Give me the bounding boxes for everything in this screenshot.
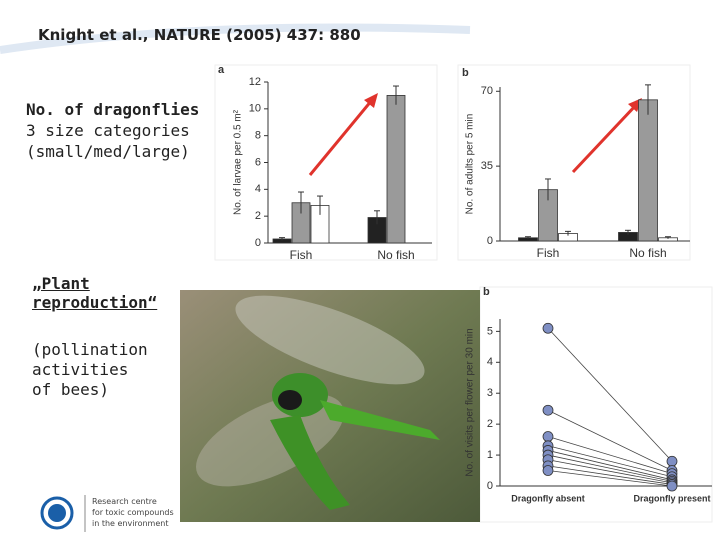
y-axis-label: No. of adults per 5 min: [465, 114, 476, 215]
photo: [180, 290, 480, 522]
bar: [386, 95, 406, 244]
y-axis-label: No. of larvae per 0.5 m²: [233, 109, 244, 215]
y-tick-label: 12: [249, 76, 261, 88]
slide-title: Knight et al., NATURE (2005) 437: 880: [38, 26, 361, 44]
slope-line: [547, 436, 673, 475]
y-tick-label: 2: [255, 210, 261, 222]
y-tick-label: 6: [255, 156, 261, 168]
y-tick-label: 0: [255, 237, 261, 249]
point: [666, 480, 678, 492]
y-tick-label: 0: [487, 480, 493, 492]
logo-line: Research centre: [92, 497, 157, 506]
slope-line: [547, 459, 673, 484]
panel-label: a: [218, 64, 225, 76]
y-tick-label: 5: [487, 325, 493, 337]
y-tick-label: 8: [255, 130, 261, 142]
slope-line: [547, 445, 673, 478]
slope-line: [547, 454, 673, 482]
heading: No. of dragonflies: [26, 100, 200, 119]
logo-line: in the environment: [92, 519, 169, 528]
bar: [638, 99, 658, 242]
x-tick-label: Dragonfly absent: [511, 493, 585, 503]
decor-swoosh: [0, 23, 471, 54]
y-tick-label: 4: [487, 356, 493, 368]
slope-line: [547, 450, 673, 481]
text-line: of bees): [32, 380, 110, 399]
point: [542, 322, 554, 334]
logo-text: Research centre for toxic compounds in t…: [92, 496, 174, 529]
point: [542, 465, 554, 476]
arrow-head: [364, 93, 378, 108]
x-tick-label: Fish: [537, 246, 560, 260]
x-tick-label: No fish: [377, 248, 414, 262]
y-tick-label: 70: [481, 85, 493, 97]
text-line: activities: [32, 360, 129, 379]
point: [542, 431, 554, 442]
point: [666, 455, 678, 467]
slope-line: [547, 470, 673, 487]
text-line: 3 size categories: [26, 121, 190, 140]
x-tick-label: Fish: [290, 248, 313, 262]
y-tick-label: 1: [487, 449, 493, 461]
y-tick-label: 3: [487, 387, 493, 399]
x-tick-label: Dragonfly present: [633, 493, 710, 503]
y-tick-label: 10: [249, 103, 261, 115]
slope-line: [547, 409, 673, 471]
arrow: [308, 99, 374, 176]
slope-line: [547, 465, 673, 485]
y-tick-label: 2: [487, 418, 493, 430]
arrow: [571, 103, 638, 174]
panel-label: b: [462, 67, 469, 79]
heading: „Plant reproduction“: [32, 274, 158, 312]
text-line: (pollination: [32, 340, 148, 359]
point: [542, 404, 554, 416]
text-line: (small/med/large): [26, 142, 190, 161]
x-tick-label: No fish: [629, 246, 666, 260]
panel-label: b: [483, 286, 490, 298]
y-axis-label: No. of visits per flower per 30 min: [465, 328, 476, 476]
logo-line: for toxic compounds: [92, 508, 174, 517]
y-tick-label: 4: [255, 183, 261, 195]
y-tick-label: 35: [481, 160, 493, 172]
slope-line: [547, 328, 673, 462]
y-tick-label: 0: [487, 235, 493, 247]
logo: [40, 495, 86, 532]
